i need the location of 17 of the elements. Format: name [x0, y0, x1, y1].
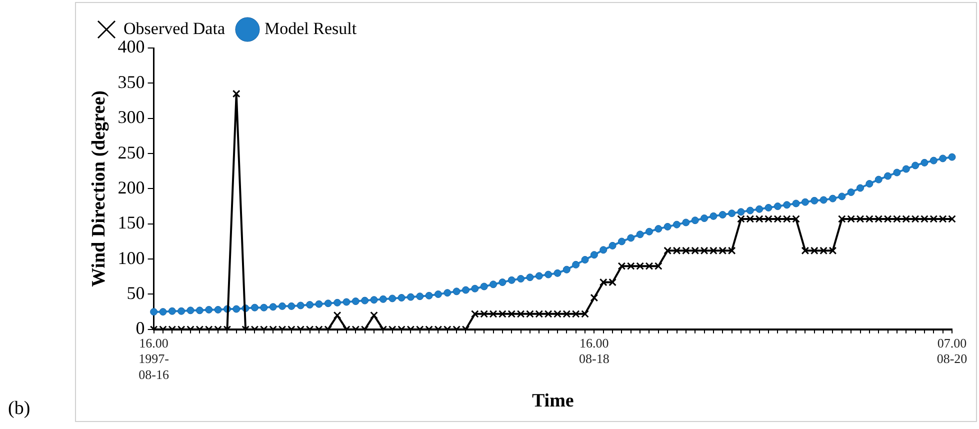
y-tick-label: 200 — [118, 177, 145, 198]
y-tick-label: 350 — [118, 72, 145, 92]
x-axis-title: Time — [532, 390, 574, 412]
y-axis-title: Wind Direction (degree) — [88, 90, 110, 287]
y-tick-label: 0 — [136, 318, 145, 338]
y-tick-label: 50 — [126, 282, 145, 303]
legend-label: Model Result — [264, 18, 357, 38]
y-tick-label: 150 — [118, 212, 145, 233]
text: (b) — [8, 398, 30, 420]
x-tick-label: 16.00 1997- 08-16 — [138, 336, 170, 382]
y-tick-label: 100 — [118, 248, 145, 268]
y-tick-label: 250 — [118, 142, 145, 162]
x-tick-label: 07.00 08-20 — [936, 336, 968, 366]
x-tick-label: 16.00 08-18 — [579, 336, 610, 366]
legend-label: Observed Data — [124, 18, 226, 38]
y-tick-label: 300 — [118, 107, 145, 128]
y-tick-label: 400 — [118, 36, 145, 57]
